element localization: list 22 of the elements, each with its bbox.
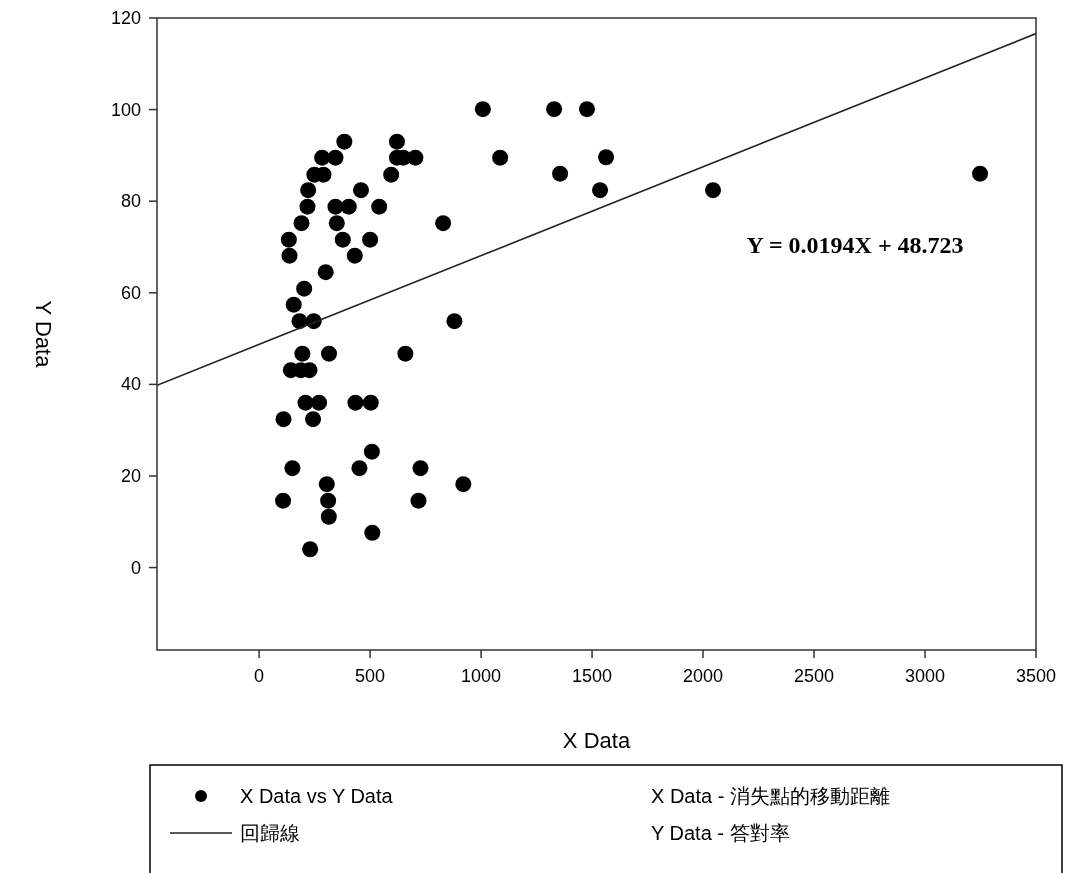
x-tick-label: 500 [355, 666, 386, 686]
y-tick-label: 0 [130, 557, 141, 578]
y-tick-label: 40 [120, 374, 141, 395]
x-tick-label: 0 [254, 666, 265, 686]
legend-label: X Data vs Y Data [240, 785, 394, 807]
x-tick-label: 1000 [461, 666, 502, 686]
x-axis-title: X Data [562, 728, 631, 753]
y-tick-label: 80 [120, 191, 141, 212]
y-tick-label: 100 [110, 99, 141, 120]
x-tick-label: 2000 [683, 666, 724, 686]
x-tick-label: 1500 [572, 666, 613, 686]
y-tick-label: 60 [120, 282, 141, 303]
y-tick-label: 20 [120, 465, 141, 486]
annotation: Y = 0.0194X + 48.723 [746, 232, 964, 258]
legend-label: 回歸線 [240, 822, 300, 844]
text: X Data - 消失點的移動距離 [651, 785, 890, 807]
x-tick-label: 3500 [1015, 666, 1057, 686]
x-tick-label: 2500 [794, 666, 835, 686]
y-tick-label: 120 [110, 8, 141, 28]
y-axis-title: Y Data [31, 300, 56, 369]
x-tick-label: 3000 [904, 666, 946, 686]
text: Y Data - 答對率 [651, 822, 790, 844]
